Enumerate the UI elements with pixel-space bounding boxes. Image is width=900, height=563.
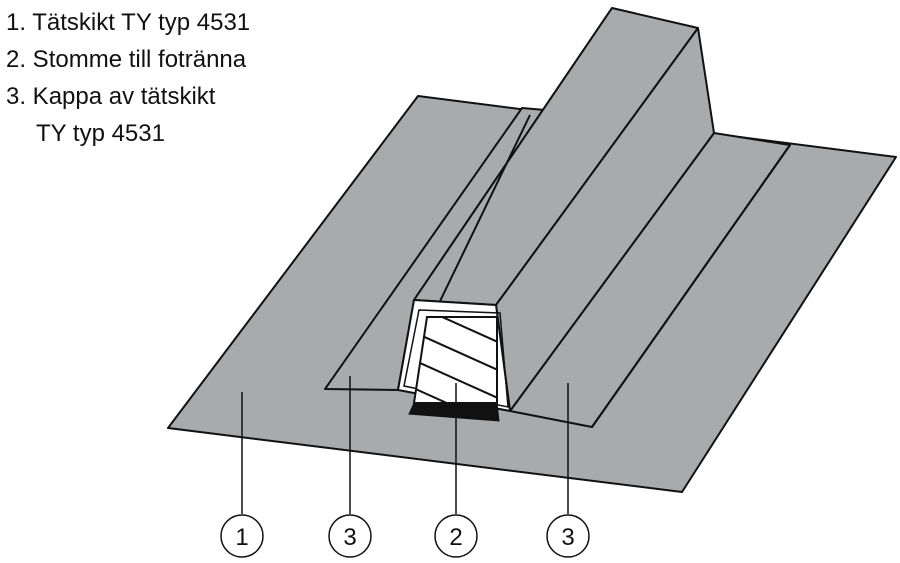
callout-3-right-circle (546, 514, 590, 558)
callout-1-number: 1 (235, 524, 248, 551)
callout-3-left-number: 3 (343, 524, 356, 551)
callout-2-number: 2 (449, 524, 462, 551)
legend-item-3: 3. Kappa av tätskikt (6, 83, 216, 110)
callout-3-left-circle (328, 514, 372, 558)
core-end-section (397, 299, 511, 422)
legend-item-1: 1. Tätskikt TY typ 4531 (6, 9, 251, 36)
callout-3-right-number: 3 (561, 524, 574, 551)
cap-right-fold-line (591, 144, 791, 428)
legend-item-3-continued: TY typ 4531 (36, 120, 165, 147)
callout-2-circle (434, 514, 478, 558)
callout-1-circle (220, 514, 264, 558)
legend-item-2: 2. Stomme till fotränna (6, 46, 247, 73)
legend: 1. Tätskikt TY typ 4531 2. Stomme till f… (6, 4, 250, 152)
